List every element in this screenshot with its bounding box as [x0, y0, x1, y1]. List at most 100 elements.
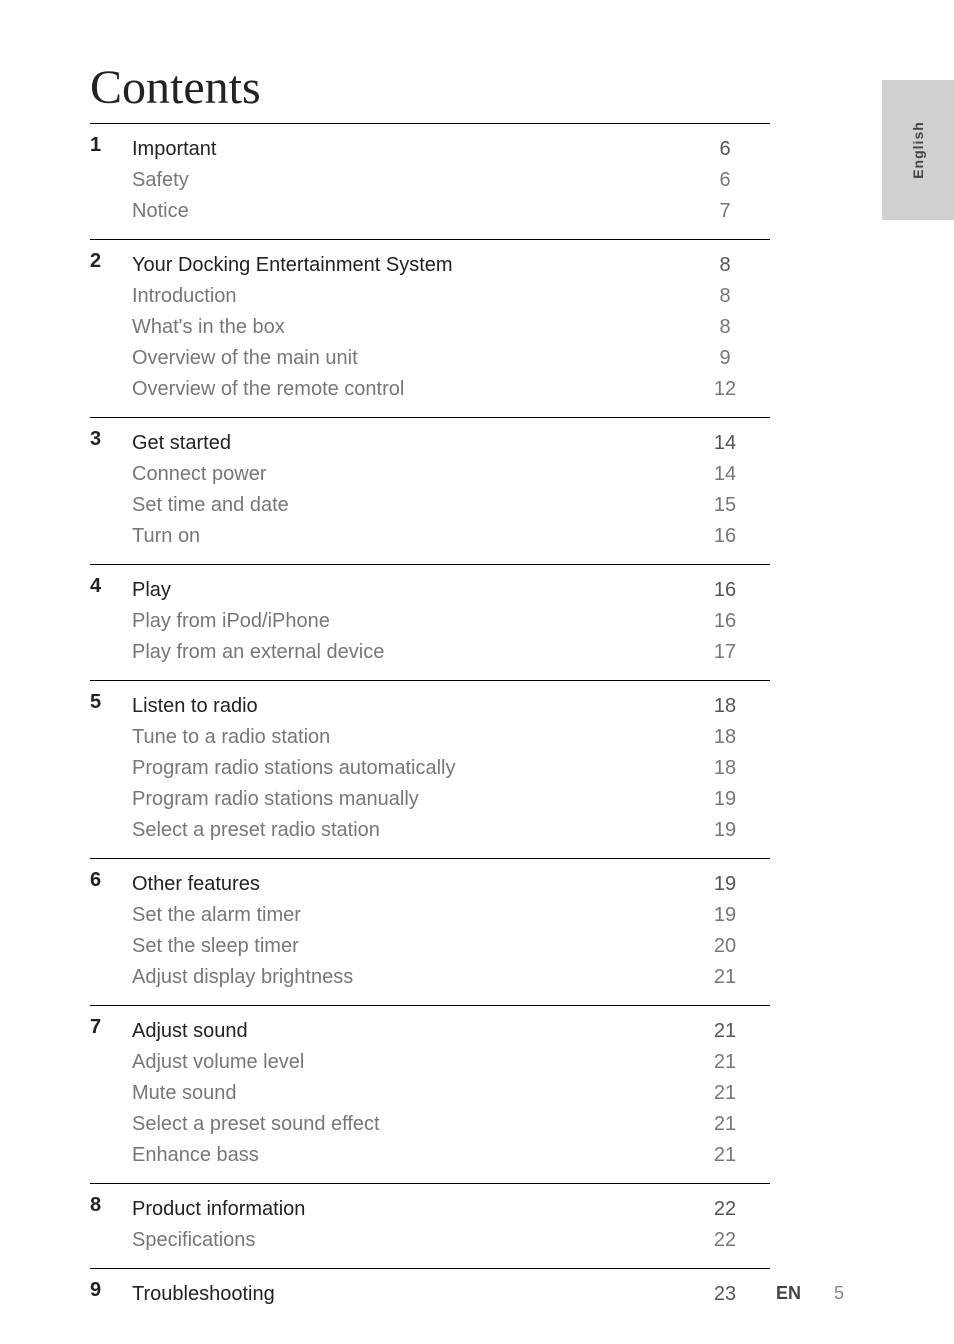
toc-sub-row[interactable]: Program radio stations manually19: [132, 784, 770, 815]
toc-section: 5Listen to radio18Tune to a radio statio…: [90, 680, 770, 858]
toc-heading-row[interactable]: Adjust sound21: [132, 1016, 770, 1047]
toc-sub-row[interactable]: Enhance bass21: [132, 1140, 770, 1171]
toc-sub-page: 21: [680, 1078, 770, 1109]
section-body: Listen to radio18Tune to a radio station…: [132, 691, 770, 846]
toc-sub-row[interactable]: Connect power14: [132, 459, 770, 490]
toc-heading-page: 6: [680, 134, 770, 165]
section-number: 7: [90, 1016, 132, 1171]
toc-section: 3Get started14Connect power14Set time an…: [90, 417, 770, 564]
toc-sub-label: Notice: [132, 196, 680, 227]
toc-sub-page: 21: [680, 962, 770, 993]
toc-sub-row[interactable]: Program radio stations automatically18: [132, 753, 770, 784]
toc-sub-row[interactable]: Adjust display brightness21: [132, 962, 770, 993]
toc-sub-row[interactable]: Select a preset radio station19: [132, 815, 770, 846]
toc-sub-row[interactable]: Notice7: [132, 196, 770, 227]
toc-heading-row[interactable]: Listen to radio18: [132, 691, 770, 722]
toc-sub-page: 14: [680, 459, 770, 490]
toc-heading-page: 21: [680, 1016, 770, 1047]
toc-sub-row[interactable]: Play from iPod/iPhone16: [132, 606, 770, 637]
toc-sub-label: Set the sleep timer: [132, 931, 680, 962]
toc-sub-page: 19: [680, 815, 770, 846]
section-body: Get started14Connect power14Set time and…: [132, 428, 770, 552]
section-body: Adjust sound21Adjust volume level21Mute …: [132, 1016, 770, 1171]
toc-sub-page: 21: [680, 1140, 770, 1171]
section-body: Product information22Specifications22: [132, 1194, 770, 1256]
toc-sub-label: Enhance bass: [132, 1140, 680, 1171]
toc-heading-row[interactable]: Product information22: [132, 1194, 770, 1225]
toc-sub-label: Select a preset radio station: [132, 815, 680, 846]
toc-sub-label: Play from an external device: [132, 637, 680, 668]
toc-sub-label: Adjust display brightness: [132, 962, 680, 993]
toc-heading-label: Your Docking Entertainment System: [132, 250, 680, 281]
contents-page: Contents 1Important6Safety6Notice72Your …: [90, 60, 770, 1322]
section-body: Important6Safety6Notice7: [132, 134, 770, 227]
table-of-contents: 1Important6Safety6Notice72Your Docking E…: [90, 123, 770, 1322]
toc-heading-page: 22: [680, 1194, 770, 1225]
toc-sub-page: 21: [680, 1109, 770, 1140]
toc-heading-row[interactable]: Troubleshooting23: [132, 1279, 770, 1310]
toc-heading-row[interactable]: Play16: [132, 575, 770, 606]
toc-heading-row[interactable]: Get started14: [132, 428, 770, 459]
toc-sub-row[interactable]: Mute sound21: [132, 1078, 770, 1109]
toc-sub-page: 16: [680, 521, 770, 552]
toc-sub-row[interactable]: Safety6: [132, 165, 770, 196]
toc-sub-row[interactable]: Select a preset sound effect21: [132, 1109, 770, 1140]
toc-sub-page: 9: [680, 343, 770, 374]
toc-sub-row[interactable]: Introduction8: [132, 281, 770, 312]
section-body: Other features19Set the alarm timer19Set…: [132, 869, 770, 993]
toc-heading-page: 16: [680, 575, 770, 606]
toc-heading-label: Product information: [132, 1194, 680, 1225]
section-body: Play16Play from iPod/iPhone16Play from a…: [132, 575, 770, 668]
toc-sub-label: Overview of the remote control: [132, 374, 680, 405]
toc-sub-label: Specifications: [132, 1225, 680, 1256]
toc-heading-row[interactable]: Important6: [132, 134, 770, 165]
toc-sub-label: Play from iPod/iPhone: [132, 606, 680, 637]
toc-heading-label: Important: [132, 134, 680, 165]
toc-sub-label: Connect power: [132, 459, 680, 490]
toc-sub-label: Program radio stations automatically: [132, 753, 680, 784]
section-number: 6: [90, 869, 132, 993]
toc-sub-row[interactable]: Set the alarm timer19: [132, 900, 770, 931]
toc-sub-page: 18: [680, 753, 770, 784]
toc-sub-row[interactable]: Set the sleep timer20: [132, 931, 770, 962]
toc-sub-row[interactable]: Set time and date15: [132, 490, 770, 521]
section-body: Your Docking Entertainment System8Introd…: [132, 250, 770, 405]
toc-sub-row[interactable]: Overview of the main unit9: [132, 343, 770, 374]
toc-sub-label: Introduction: [132, 281, 680, 312]
toc-heading-label: Listen to radio: [132, 691, 680, 722]
toc-sub-row[interactable]: What's in the box8: [132, 312, 770, 343]
page-footer: EN 5: [776, 1283, 844, 1304]
toc-sub-page: 22: [680, 1225, 770, 1256]
toc-sub-row[interactable]: Play from an external device17: [132, 637, 770, 668]
toc-section: 6Other features19Set the alarm timer19Se…: [90, 858, 770, 1005]
toc-sub-row[interactable]: Tune to a radio station18: [132, 722, 770, 753]
toc-sub-row[interactable]: Specifications22: [132, 1225, 770, 1256]
toc-heading-label: Other features: [132, 869, 680, 900]
toc-sub-page: 19: [680, 900, 770, 931]
toc-sub-page: 8: [680, 281, 770, 312]
toc-heading-row[interactable]: Your Docking Entertainment System8: [132, 250, 770, 281]
toc-sub-page: 21: [680, 1047, 770, 1078]
toc-sub-row[interactable]: Turn on16: [132, 521, 770, 552]
toc-sub-page: 8: [680, 312, 770, 343]
toc-sub-label: Mute sound: [132, 1078, 680, 1109]
toc-sub-page: 18: [680, 722, 770, 753]
section-number: 2: [90, 250, 132, 405]
section-number: 3: [90, 428, 132, 552]
toc-heading-page: 14: [680, 428, 770, 459]
toc-section: 7Adjust sound21Adjust volume level21Mute…: [90, 1005, 770, 1183]
language-tab: English: [882, 80, 954, 220]
section-number: 4: [90, 575, 132, 668]
footer-page-number: 5: [834, 1283, 844, 1303]
toc-heading-page: 19: [680, 869, 770, 900]
toc-sub-label: Set time and date: [132, 490, 680, 521]
toc-sub-page: 15: [680, 490, 770, 521]
toc-heading-row[interactable]: Other features19: [132, 869, 770, 900]
toc-sub-page: 12: [680, 374, 770, 405]
section-number: 1: [90, 134, 132, 227]
toc-heading-page: 23: [680, 1279, 770, 1310]
toc-sub-row[interactable]: Adjust volume level21: [132, 1047, 770, 1078]
toc-heading-label: Get started: [132, 428, 680, 459]
toc-sub-row[interactable]: Overview of the remote control12: [132, 374, 770, 405]
toc-sub-label: Adjust volume level: [132, 1047, 680, 1078]
